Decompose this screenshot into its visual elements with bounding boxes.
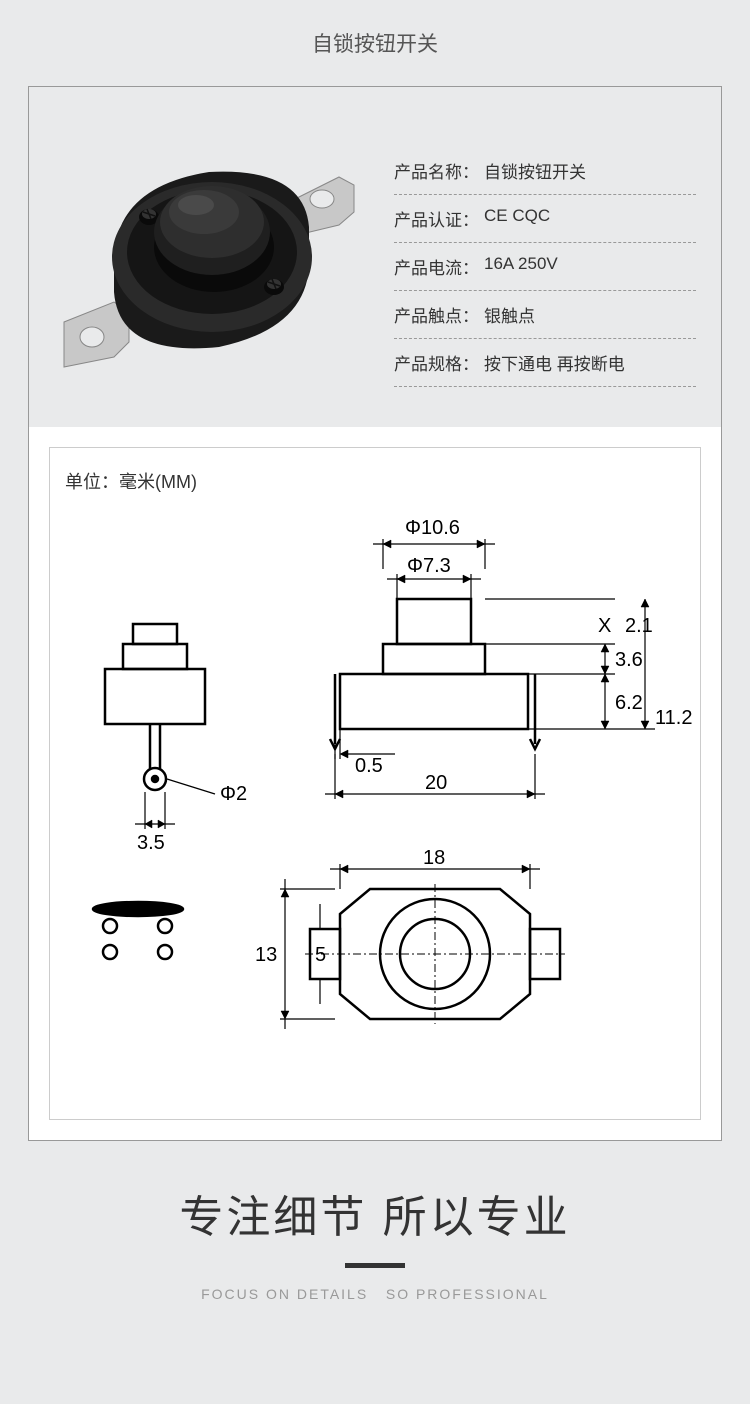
svg-text:3.6: 3.6	[615, 649, 643, 671]
product-image	[54, 117, 364, 397]
spec-label: 产品名称：	[394, 158, 484, 183]
svg-text:3.5: 3.5	[137, 832, 165, 854]
unit-label: 单位：毫米(MM)	[65, 468, 685, 494]
diagram-section: 单位：毫米(MM)	[49, 447, 701, 1120]
svg-text:13: 13	[255, 944, 277, 966]
svg-text:6.2: 6.2	[615, 692, 643, 714]
slogan-main: 专注细节 所以专业	[0, 1181, 750, 1245]
spec-row: 产品名称： 自锁按钮开关	[394, 147, 696, 195]
svg-text:Φ2: Φ2	[220, 783, 247, 805]
spec-row: 产品电流： 16A 250V	[394, 243, 696, 291]
main-box: 产品名称： 自锁按钮开关 产品认证： CE CQC 产品电流： 16A 250V…	[28, 86, 722, 1141]
header-title: 自锁按钮开关	[0, 0, 750, 86]
svg-text:18: 18	[423, 847, 445, 869]
spec-row: 产品规格： 按下通电 再按断电	[394, 339, 696, 387]
specs-table: 产品名称： 自锁按钮开关 产品认证： CE CQC 产品电流： 16A 250V…	[364, 117, 696, 397]
spec-row: 产品触点： 银触点	[394, 291, 696, 339]
slogan-divider	[345, 1263, 405, 1268]
spec-label: 产品认证：	[394, 206, 484, 231]
spec-label: 产品电流：	[394, 254, 484, 279]
svg-text:5: 5	[315, 944, 326, 966]
spec-value: 按下通电 再按断电	[484, 350, 696, 375]
svg-text:2.1: 2.1	[625, 615, 653, 637]
svg-text:0.5: 0.5	[355, 755, 383, 777]
spec-value: 16A 250V	[484, 254, 696, 279]
product-info-section: 产品名称： 自锁按钮开关 产品认证： CE CQC 产品电流： 16A 250V…	[29, 87, 721, 427]
spec-row: 产品认证： CE CQC	[394, 195, 696, 243]
svg-text:11.2: 11.2	[655, 707, 692, 729]
svg-text:Φ10.6: Φ10.6	[405, 517, 460, 539]
slogan-section: 专注细节 所以专业 FOCUS ON DETAILS SO PROFESSION…	[0, 1141, 750, 1332]
spec-value: 自锁按钮开关	[484, 158, 696, 183]
spec-label: 产品触点：	[394, 302, 484, 327]
spec-value: 银触点	[484, 302, 696, 327]
svg-text:X: X	[598, 615, 611, 637]
technical-diagram: Φ2 3.5	[65, 504, 705, 1094]
spec-label: 产品规格：	[394, 350, 484, 375]
svg-text:20: 20	[425, 772, 447, 794]
svg-text:Φ7.3: Φ7.3	[407, 555, 451, 577]
spec-value: CE CQC	[484, 206, 696, 231]
slogan-sub: FOCUS ON DETAILS SO PROFESSIONAL	[0, 1286, 750, 1302]
